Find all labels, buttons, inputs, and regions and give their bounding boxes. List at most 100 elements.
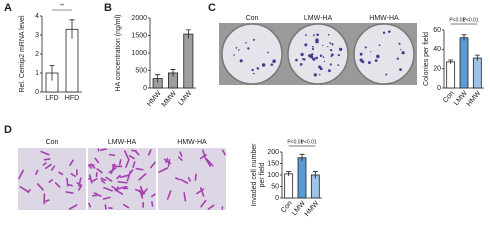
x-tick-label: LFD	[45, 95, 58, 102]
cell	[54, 182, 61, 188]
cell	[92, 177, 98, 182]
y-tick-label: 150	[267, 160, 279, 167]
cell	[105, 176, 113, 182]
y-tick-label: 500	[135, 67, 147, 74]
cell	[44, 199, 50, 203]
x-tick-label: HMW	[466, 90, 483, 108]
cell	[18, 169, 25, 180]
x-tick-label: HMW	[304, 200, 321, 218]
colony	[319, 54, 323, 57]
cell	[99, 148, 107, 151]
cell	[149, 161, 156, 169]
y-tick-label: 0	[275, 195, 279, 202]
colony-images	[219, 23, 417, 85]
error-bar	[69, 19, 75, 39]
cell	[58, 171, 64, 176]
cell	[147, 149, 152, 156]
error-bar	[474, 54, 480, 61]
colony	[252, 38, 256, 41]
colony	[253, 72, 255, 75]
error-bar	[461, 34, 467, 41]
significance-label: P<0.01	[449, 17, 465, 23]
colony	[323, 60, 325, 62]
colony	[245, 41, 247, 44]
cell	[125, 158, 130, 168]
y-tick-label: 40	[433, 46, 441, 53]
colony	[315, 56, 318, 60]
cell	[88, 164, 93, 169]
y-tick-label: 200	[267, 149, 279, 156]
colony	[322, 44, 324, 47]
cell	[180, 178, 189, 184]
cell	[103, 186, 113, 192]
cell	[108, 153, 116, 157]
y-tick-label: 60	[433, 27, 441, 34]
colony	[382, 31, 386, 34]
cell	[48, 179, 54, 183]
error-bar	[185, 29, 191, 39]
y-tick-label: 20	[433, 66, 441, 73]
colony	[367, 61, 371, 65]
cell	[118, 159, 122, 166]
colony	[318, 73, 321, 76]
cell	[123, 150, 129, 160]
y-tick-label: 4	[35, 13, 39, 20]
colony	[402, 51, 405, 54]
colony	[400, 48, 402, 51]
cell	[187, 176, 191, 182]
bar	[284, 173, 294, 199]
colony	[327, 69, 331, 73]
cell	[100, 177, 107, 182]
significance-label: P<0.01	[301, 139, 317, 145]
cell	[78, 177, 82, 187]
y-axis-label: HA concentration (ng/ml)	[115, 14, 122, 91]
colony	[299, 63, 303, 66]
colony	[337, 64, 340, 66]
colony	[305, 34, 307, 36]
colony	[312, 57, 316, 61]
error-bar	[448, 59, 454, 64]
cell	[116, 174, 121, 180]
x-tick-label: MMW	[161, 90, 178, 109]
cell	[129, 169, 134, 174]
panel-label: C	[208, 2, 216, 14]
bar	[459, 37, 469, 89]
y-tick-label: 3	[35, 32, 39, 39]
colony	[329, 63, 332, 66]
cell	[196, 188, 205, 195]
cell	[175, 177, 181, 181]
colony	[318, 65, 322, 69]
image-label: Con	[46, 139, 59, 146]
y-tick-label: 1	[35, 70, 39, 77]
error-bar	[299, 153, 305, 162]
y-axis-label: Invaded cell number	[251, 143, 258, 207]
cell	[132, 161, 136, 168]
image-frame	[18, 148, 86, 210]
cell	[199, 187, 205, 197]
cell	[135, 167, 144, 171]
cell	[69, 159, 74, 167]
cell	[163, 158, 172, 165]
image-label: LMW-HA	[304, 15, 333, 22]
cell	[50, 165, 56, 171]
colony	[327, 33, 330, 36]
cell	[119, 174, 131, 179]
cell	[151, 201, 154, 207]
cell	[44, 163, 52, 170]
cell	[111, 185, 119, 191]
colony	[308, 54, 312, 58]
cell	[35, 169, 39, 175]
bar	[183, 33, 194, 89]
y-axis-label: Rel. Cemip2 mRNA level	[19, 15, 26, 92]
figure: A B C D Con LMW-HA HMW-HA Con LMW-HA HMW…	[4, 2, 484, 218]
error-bar	[170, 69, 176, 77]
x-tick-label: HMW	[146, 90, 163, 108]
cell	[68, 183, 73, 187]
colony	[396, 57, 399, 60]
panel-label: A	[4, 2, 12, 14]
dish	[353, 23, 415, 85]
bar	[446, 61, 456, 89]
cell	[70, 173, 77, 178]
colony	[233, 54, 235, 56]
invasion-images	[18, 148, 226, 210]
